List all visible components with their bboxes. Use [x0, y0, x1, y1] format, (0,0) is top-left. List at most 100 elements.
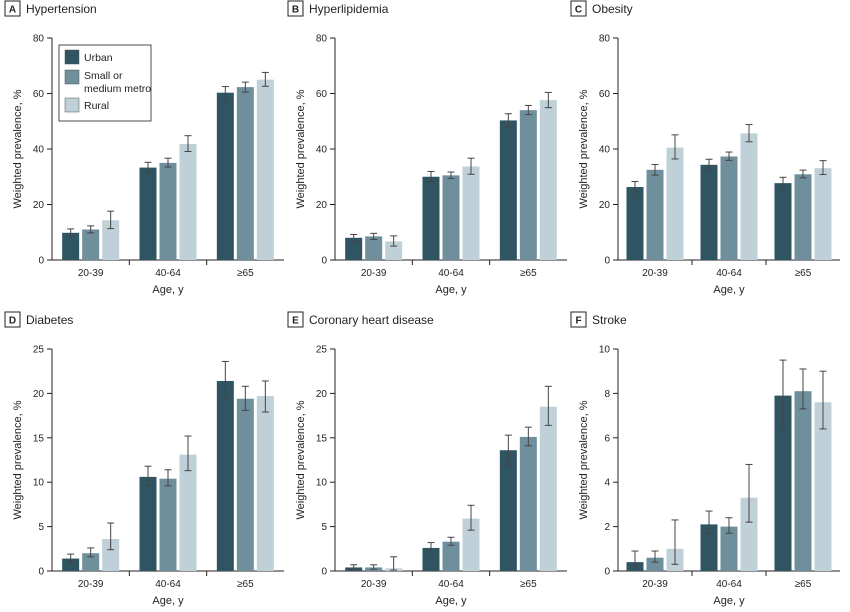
bar [442, 541, 460, 571]
y-tick-label: 5 [38, 522, 44, 533]
x-tick-label: 40-64 [155, 268, 181, 279]
bar [519, 110, 537, 261]
x-tick-label: 20-39 [78, 268, 104, 279]
panel-letter: E [292, 316, 299, 327]
y-tick-label: 0 [604, 567, 610, 578]
y-axis-label: Weighted prevalence, % [578, 400, 590, 519]
y-tick-label: 25 [33, 345, 45, 356]
bar [740, 133, 758, 260]
bar [256, 396, 274, 571]
y-tick-label: 10 [33, 478, 45, 489]
panel-letter-box [4, 0, 21, 17]
x-tick-label: ≥65 [520, 579, 537, 590]
panel-e: E Coronary heart disease 0 5 10 15 20 25 Weighte… [287, 311, 567, 607]
y-tick-label: 20 [316, 389, 328, 400]
bar [159, 478, 177, 571]
bar [539, 100, 557, 260]
bar [422, 176, 440, 260]
x-tick-label: ≥65 [237, 268, 254, 279]
y-axis-label: Weighted prevalence, % [12, 89, 24, 208]
y-axis-label: Weighted prevalence, % [578, 89, 590, 208]
x-tick-label: 20-39 [361, 579, 387, 590]
panel-letter: F [575, 316, 581, 327]
legend-swatch [64, 97, 80, 113]
bar [814, 168, 832, 260]
bar [179, 454, 197, 571]
legend-label: Rural [84, 100, 109, 112]
bar [139, 476, 157, 571]
x-axis-label: Age, y [713, 284, 745, 296]
y-tick-label: 0 [38, 567, 44, 578]
panel-letter-box [4, 311, 21, 328]
y-tick-label: 20 [33, 200, 45, 211]
y-axis-label: Weighted prevalence, % [295, 89, 307, 208]
y-tick-label: 80 [316, 34, 328, 45]
panel-letter-box [287, 0, 304, 17]
bar [256, 79, 274, 260]
bar [794, 174, 812, 260]
bar [700, 524, 718, 571]
bar [236, 398, 254, 571]
panel-letter-box [570, 311, 587, 328]
x-axis-label: Age, y [713, 595, 745, 607]
bar [814, 402, 832, 571]
panel-f: F Stroke 0 2 4 6 8 10 Weighted prevalence, % 20-3… [570, 311, 840, 607]
x-tick-label: ≥65 [520, 268, 537, 279]
bar [82, 553, 100, 571]
bar [82, 229, 100, 260]
y-axis-label: Weighted prevalence, % [12, 400, 24, 519]
bar [216, 92, 234, 260]
x-tick-label: 40-64 [716, 268, 742, 279]
bar [102, 220, 120, 260]
bar [646, 169, 664, 260]
legend-label: medium metro [84, 83, 151, 95]
bar [385, 241, 403, 260]
y-tick-label: 40 [599, 145, 611, 156]
panel-d: D Diabetes 0 5 10 15 20 25 Weighted prevalence, … [4, 311, 284, 607]
bar [539, 406, 557, 571]
bar [216, 380, 234, 571]
y-tick-label: 60 [33, 89, 45, 100]
panel-title: Hyperlipidemia [309, 2, 389, 16]
y-tick-label: 40 [316, 145, 328, 156]
bar [62, 558, 80, 571]
panel-title: Obesity [592, 2, 633, 16]
bar [720, 526, 738, 571]
y-tick-label: 15 [316, 433, 328, 444]
x-tick-label: ≥65 [795, 268, 812, 279]
bar [646, 557, 664, 571]
panel-title: Diabetes [26, 313, 73, 327]
y-tick-label: 6 [604, 433, 610, 444]
y-tick-label: 80 [33, 34, 45, 45]
legend-swatch [64, 49, 80, 65]
x-tick-label: 40-64 [438, 579, 464, 590]
y-tick-label: 10 [599, 345, 611, 356]
bar [462, 166, 480, 260]
bar [700, 164, 718, 260]
bar [365, 236, 383, 260]
y-tick-label: 60 [316, 89, 328, 100]
y-tick-label: 20 [599, 200, 611, 211]
x-axis-label: Age, y [152, 595, 184, 607]
y-tick-label: 60 [599, 89, 611, 100]
panel-title: Hypertension [26, 2, 97, 16]
x-tick-label: 20-39 [642, 268, 668, 279]
bar [159, 162, 177, 260]
bar [499, 120, 517, 260]
legend-label: Urban [84, 52, 113, 64]
panel-letter-box [570, 0, 587, 17]
bar [740, 497, 758, 571]
x-tick-label: 40-64 [716, 579, 742, 590]
panel-letter: A [9, 5, 16, 16]
panel-a: A Hypertension 0 20 40 60 80 Weighted prevalenc… [4, 0, 284, 296]
y-tick-label: 4 [604, 478, 610, 489]
bar [499, 450, 517, 571]
y-axis-label: Weighted prevalence, % [295, 400, 307, 519]
y-tick-label: 15 [33, 433, 45, 444]
bar [139, 167, 157, 260]
y-tick-label: 0 [321, 567, 327, 578]
bar [62, 232, 80, 260]
y-tick-label: 0 [38, 256, 44, 267]
